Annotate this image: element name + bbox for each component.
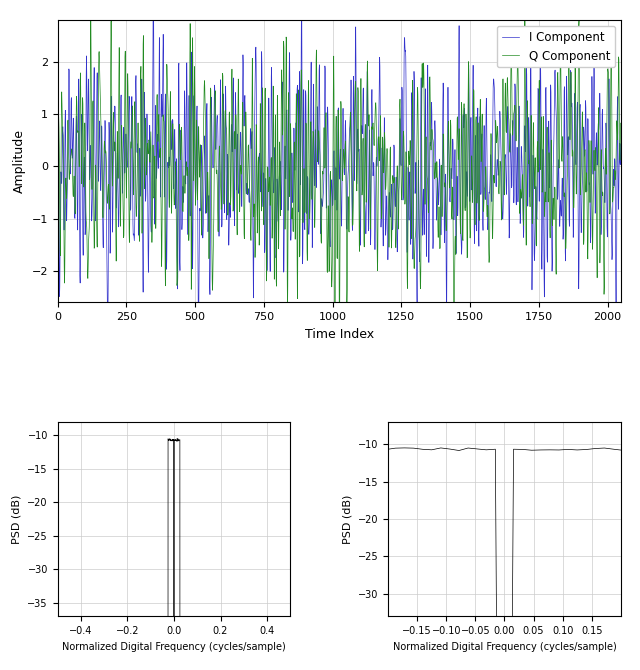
I Component (617, 140, 625, 148)
Q Component (345, 227, 353, 235)
Line: Q Component: Q Component (58, 2, 621, 333)
Line: I Component: I Component (58, 0, 621, 343)
X-axis label: Normalized Digital Frequency (cycles/sample): Normalized Digital Frequency (cycles/sam… (62, 642, 286, 652)
I Component (217, 89, 225, 97)
I Component (345, 141, 353, 149)
Q Component (468, 187, 476, 195)
I Component (269, 174, 277, 182)
I Component (612, 339, 620, 347)
I Component (335, 172, 343, 180)
X-axis label: Time Index: Time Index (305, 328, 374, 341)
Legend: I Component, Q Component: I Component, Q Component (497, 26, 615, 68)
Q Component (450, 329, 458, 337)
Q Component (269, 113, 276, 121)
I Component (54, 100, 61, 109)
Q Component (617, 119, 625, 127)
Y-axis label: PSD (dB): PSD (dB) (12, 494, 22, 544)
Q Component (346, 113, 354, 121)
Y-axis label: PSD (dB): PSD (dB) (342, 494, 352, 544)
Q Component (216, 174, 224, 182)
X-axis label: Normalized Digital Frequency (cycles/sample): Normalized Digital Frequency (cycles/sam… (392, 642, 616, 652)
I Component (347, 103, 355, 111)
Q Component (521, 0, 529, 6)
Q Component (335, 233, 343, 241)
Y-axis label: Amplitude: Amplitude (13, 129, 26, 193)
I Component (468, 156, 476, 164)
Q Component (54, 100, 61, 109)
